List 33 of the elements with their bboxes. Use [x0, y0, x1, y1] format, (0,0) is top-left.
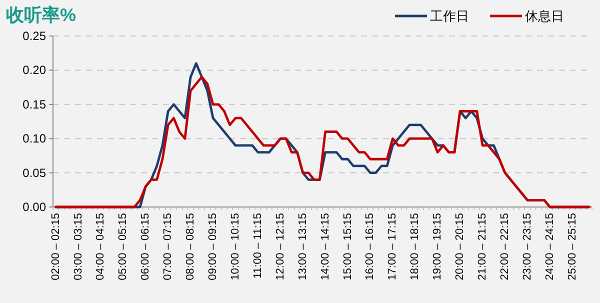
x-tick-label: 21:00 – 21:15	[476, 213, 489, 280]
y-tick-label: 0.25	[22, 29, 46, 43]
x-tick-label: 15:00 – 15:15	[342, 213, 354, 280]
x-tick-label: 11:00 – 11:15	[252, 213, 264, 279]
x-tick-label: 22:00 – 22:15	[498, 213, 511, 280]
x-tick-label: 06:00 – 06:15	[140, 213, 152, 280]
y-tick-label: 0.15	[22, 97, 46, 112]
y-tick-label: 0.00	[22, 200, 46, 214]
x-tick-label: 03:00 – 03:15	[72, 213, 84, 280]
legend-label: 休息日	[525, 8, 564, 24]
x-tick-label: 25:00 – 25:15	[566, 213, 578, 280]
x-tick-label: 20:00 – 20:15	[454, 213, 466, 280]
x-tick-label: 10:00 – 10:15	[229, 213, 242, 280]
x-tick-label: 17:00 – 17:15	[386, 213, 399, 280]
x-tick-label: 24:00 – 24:15	[544, 213, 556, 280]
y-tick-label: 0.10	[22, 132, 46, 146]
x-tick-label: 02:00 – 02:15	[50, 213, 62, 280]
x-tick-label: 16:00 – 16:15	[364, 213, 376, 280]
y-tick-label: 0.05	[22, 166, 46, 180]
x-tick-label: 18:00 – 18:15	[409, 213, 422, 280]
title: 收听率%	[6, 5, 76, 25]
x-tick-label: 07:00 – 07:15	[162, 213, 174, 280]
x-tick-label: 19:00 – 19:15	[432, 213, 444, 280]
x-tick-label: 04:00 – 04:15	[94, 213, 107, 280]
x-tick-label: 13:00 – 13:15	[296, 213, 309, 280]
legend-label: 工作日	[430, 8, 469, 24]
x-tick-label: 14:00 – 14:15	[319, 213, 332, 280]
x-tick-label: 05:00 – 05:15	[117, 213, 130, 280]
y-tick-label: 0.20	[22, 63, 46, 78]
x-tick-label: 12:00 – 12:15	[274, 213, 286, 280]
x-tick-label: 08:00 – 08:15	[184, 213, 197, 280]
x-tick-label: 09:00 – 09:15	[207, 213, 220, 280]
x-tick-label: 23:00 – 23:15	[521, 213, 534, 280]
